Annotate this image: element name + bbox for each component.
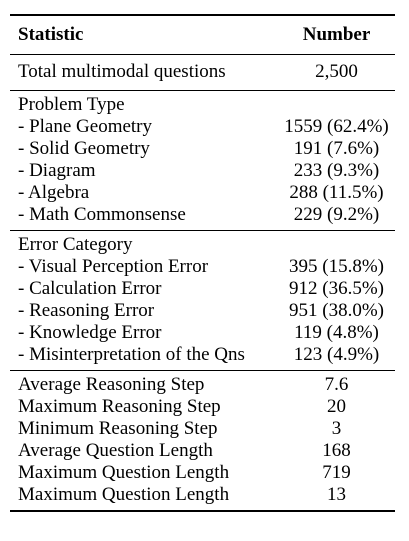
table-row: - Calculation Error 912 (36.5%)	[10, 278, 395, 300]
row-value: 395 (15.8%)	[289, 256, 384, 277]
section-rule	[10, 230, 395, 231]
table-row: - Misinterpretation of the Qns 123 (4.9%…	[10, 344, 395, 366]
row-label: - Visual Perception Error	[18, 256, 209, 277]
section-title: Problem Type	[18, 94, 125, 115]
row-value: 233 (9.3%)	[293, 160, 380, 181]
section-title: Error Category	[18, 234, 133, 255]
header-number: Number	[302, 24, 371, 45]
bottom-rule	[10, 510, 395, 512]
table-row: Maximum Question Length 719	[10, 462, 395, 484]
row-label: - Solid Geometry	[18, 138, 150, 159]
row-value: 229 (9.2%)	[293, 204, 380, 225]
table-row: Maximum Reasoning Step 20	[10, 396, 395, 418]
row-value: 951 (38.0%)	[289, 300, 384, 321]
table-row: - Diagram 233 (9.3%)	[10, 160, 395, 182]
row-label: Minimum Reasoning Step	[18, 418, 218, 439]
row-label: Maximum Question Length	[18, 484, 230, 505]
error-category-section: Error Category - Visual Perception Error…	[10, 231, 395, 370]
row-value: 719	[322, 462, 351, 483]
header-row: Statistic Number	[10, 16, 395, 54]
table-row: - Visual Perception Error 395 (15.8%)	[10, 256, 395, 278]
row-value: 13	[327, 484, 346, 505]
row-value: 168	[322, 440, 351, 461]
statistics-table: Statistic Number Total multimodal questi…	[10, 14, 395, 512]
row-label: - Algebra	[18, 182, 90, 203]
row-label: - Reasoning Error	[18, 300, 155, 321]
row-value: 3	[331, 418, 342, 439]
row-label: Maximum Reasoning Step	[18, 396, 221, 417]
row-value: 912 (36.5%)	[289, 278, 384, 299]
table-row: Minimum Reasoning Step 3	[10, 418, 395, 440]
row-label: - Misinterpretation of the Qns	[18, 344, 245, 365]
row-value: 288 (11.5%)	[289, 182, 384, 203]
problem-type-section: Problem Type - Plane Geometry 1559 (62.4…	[10, 91, 395, 230]
table-row: Average Reasoning Step 7.6	[10, 374, 395, 396]
row-value: 20	[327, 396, 346, 417]
row-label: - Calculation Error	[18, 278, 162, 299]
row-label: - Diagram	[18, 160, 96, 181]
table-row: - Solid Geometry 191 (7.6%)	[10, 138, 395, 160]
total-section: Total multimodal questions 2,500	[10, 55, 395, 90]
table-row: Maximum Question Length 13	[10, 484, 395, 506]
total-row: Total multimodal questions 2,500	[10, 58, 395, 86]
row-value: 123 (4.9%)	[293, 344, 380, 365]
table-row: - Knowledge Error 119 (4.8%)	[10, 322, 395, 344]
problem-type-title: Problem Type	[10, 94, 395, 116]
header-rule	[10, 54, 395, 55]
row-label: - Knowledge Error	[18, 322, 162, 343]
total-value: 2,500	[315, 61, 358, 82]
row-value: 191 (7.6%)	[293, 138, 380, 159]
row-label: Average Question Length	[18, 440, 213, 461]
table-row: - Algebra 288 (11.5%)	[10, 182, 395, 204]
table-row: - Reasoning Error 951 (38.0%)	[10, 300, 395, 322]
error-category-title: Error Category	[10, 234, 395, 256]
reasoning-stats-section: Average Reasoning Step 7.6 Maximum Reaso…	[10, 371, 395, 510]
row-label: - Math Commonsense	[18, 204, 186, 225]
row-label: Maximum Question Length	[18, 462, 230, 483]
top-rule	[10, 14, 395, 16]
row-label: - Plane Geometry	[18, 116, 153, 137]
row-label: Average Reasoning Step	[18, 374, 205, 395]
total-label: Total multimodal questions	[18, 61, 226, 82]
table-row: - Plane Geometry 1559 (62.4%)	[10, 116, 395, 138]
row-value: 119 (4.8%)	[294, 322, 379, 343]
table-row: Average Question Length 168	[10, 440, 395, 462]
section-rule	[10, 370, 395, 371]
section-rule	[10, 90, 395, 91]
row-value: 7.6	[324, 374, 349, 395]
header-statistic: Statistic	[18, 24, 84, 45]
table-row: - Math Commonsense 229 (9.2%)	[10, 204, 395, 226]
row-value: 1559 (62.4%)	[284, 116, 389, 137]
